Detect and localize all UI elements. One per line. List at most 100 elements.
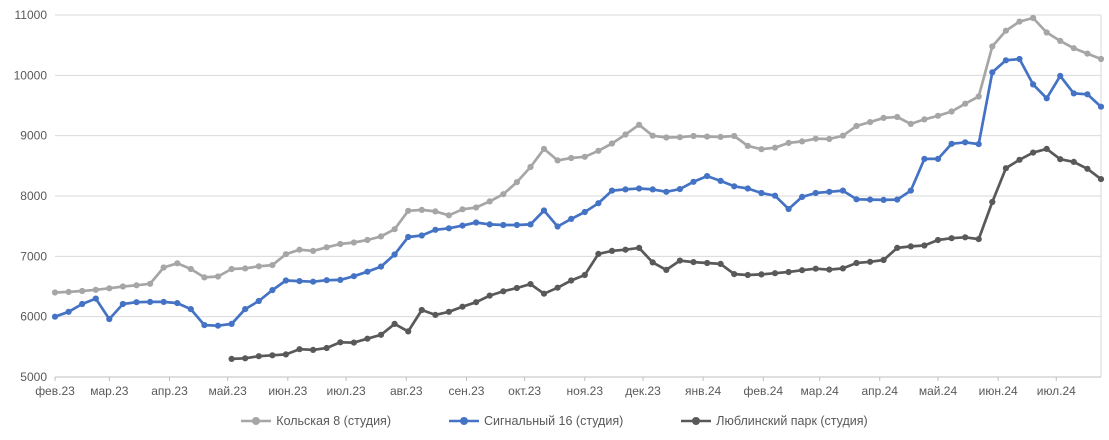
data-point[interactable]: [839, 265, 847, 272]
data-point[interactable]: [880, 256, 887, 264]
data-point[interactable]: [269, 287, 276, 294]
data-point[interactable]: [337, 240, 344, 248]
data-point[interactable]: [350, 273, 357, 280]
data-point[interactable]: [717, 260, 724, 267]
data-point[interactable]: [445, 308, 452, 315]
data-point[interactable]: [486, 221, 493, 228]
data-point[interactable]: [242, 355, 249, 362]
data-point[interactable]: [975, 236, 982, 243]
data-point[interactable]: [568, 215, 575, 222]
data-point[interactable]: [473, 204, 480, 211]
data-point[interactable]: [826, 135, 833, 143]
data-point[interactable]: [187, 306, 194, 313]
data-point[interactable]: [636, 185, 643, 192]
data-point[interactable]: [418, 206, 425, 213]
data-point[interactable]: [1084, 165, 1091, 172]
data-point[interactable]: [663, 134, 670, 141]
data-point[interactable]: [731, 183, 738, 190]
data-point[interactable]: [921, 116, 928, 123]
data-point[interactable]: [1043, 29, 1050, 36]
data-point[interactable]: [242, 306, 249, 313]
data-point[interactable]: [663, 266, 670, 273]
data-point[interactable]: [622, 246, 629, 253]
data-point[interactable]: [812, 265, 819, 272]
data-point[interactable]: [663, 188, 670, 195]
data-point[interactable]: [758, 271, 765, 278]
data-point[interactable]: [921, 155, 928, 162]
data-point[interactable]: [377, 263, 385, 270]
data-point[interactable]: [731, 132, 738, 140]
data-point[interactable]: [785, 139, 792, 146]
data-point[interactable]: [255, 297, 262, 305]
data-point[interactable]: [717, 133, 724, 140]
data-point[interactable]: [255, 353, 262, 360]
data-point[interactable]: [826, 266, 833, 273]
data-point[interactable]: [432, 311, 439, 318]
data-point[interactable]: [771, 270, 779, 277]
data-point[interactable]: [527, 281, 534, 288]
data-point[interactable]: [622, 186, 629, 193]
data-point[interactable]: [690, 259, 697, 266]
data-point[interactable]: [1097, 103, 1105, 110]
data-point[interactable]: [608, 247, 616, 254]
legend-item-signalny-16[interactable]: Сигнальный 16 (студия): [448, 414, 623, 428]
data-point[interactable]: [527, 221, 534, 228]
data-point[interactable]: [540, 207, 548, 214]
data-point[interactable]: [962, 139, 969, 146]
data-point[interactable]: [160, 264, 167, 271]
data-point[interactable]: [581, 271, 588, 279]
data-point[interactable]: [785, 205, 792, 213]
data-point[interactable]: [934, 236, 942, 244]
data-point[interactable]: [147, 298, 154, 305]
data-point[interactable]: [1030, 149, 1037, 156]
data-point[interactable]: [649, 132, 656, 139]
data-point[interactable]: [934, 112, 942, 119]
data-point[interactable]: [839, 132, 847, 139]
data-point[interactable]: [296, 346, 303, 353]
data-point[interactable]: [568, 154, 575, 162]
data-point[interactable]: [513, 221, 521, 229]
data-point[interactable]: [405, 233, 412, 241]
data-point[interactable]: [513, 179, 521, 186]
data-point[interactable]: [445, 225, 452, 232]
data-point[interactable]: [1030, 81, 1037, 88]
data-point[interactable]: [636, 121, 643, 128]
data-point[interactable]: [676, 186, 684, 193]
data-point[interactable]: [1002, 165, 1010, 172]
data-point[interactable]: [1043, 145, 1050, 152]
data-point[interactable]: [51, 313, 59, 320]
data-point[interactable]: [106, 285, 113, 292]
data-point[interactable]: [608, 140, 616, 147]
data-point[interactable]: [1002, 27, 1010, 34]
data-point[interactable]: [228, 265, 235, 273]
series-1[interactable]: [51, 55, 1105, 329]
data-point[interactable]: [350, 239, 357, 246]
data-point[interactable]: [907, 120, 914, 127]
data-point[interactable]: [690, 178, 697, 185]
data-point[interactable]: [228, 355, 235, 362]
data-point[interactable]: [214, 322, 222, 329]
data-point[interactable]: [432, 208, 439, 215]
data-point[interactable]: [962, 234, 969, 241]
data-point[interactable]: [133, 282, 140, 289]
data-point[interactable]: [255, 263, 262, 270]
data-point[interactable]: [540, 145, 548, 152]
data-point[interactable]: [119, 300, 126, 308]
data-point[interactable]: [704, 259, 711, 267]
data-point[interactable]: [989, 69, 996, 76]
data-point[interactable]: [405, 207, 412, 214]
data-point[interactable]: [948, 235, 955, 242]
data-point[interactable]: [459, 303, 466, 310]
data-point[interactable]: [1070, 45, 1077, 52]
data-point[interactable]: [975, 141, 982, 148]
data-point[interactable]: [473, 219, 480, 226]
data-point[interactable]: [853, 122, 860, 130]
data-point[interactable]: [323, 244, 330, 251]
data-point[interactable]: [106, 316, 113, 323]
data-point[interactable]: [350, 339, 357, 346]
data-point[interactable]: [214, 273, 222, 280]
data-point[interactable]: [296, 278, 303, 285]
data-point[interactable]: [568, 277, 575, 284]
data-point[interactable]: [975, 93, 982, 100]
data-point[interactable]: [704, 133, 711, 140]
